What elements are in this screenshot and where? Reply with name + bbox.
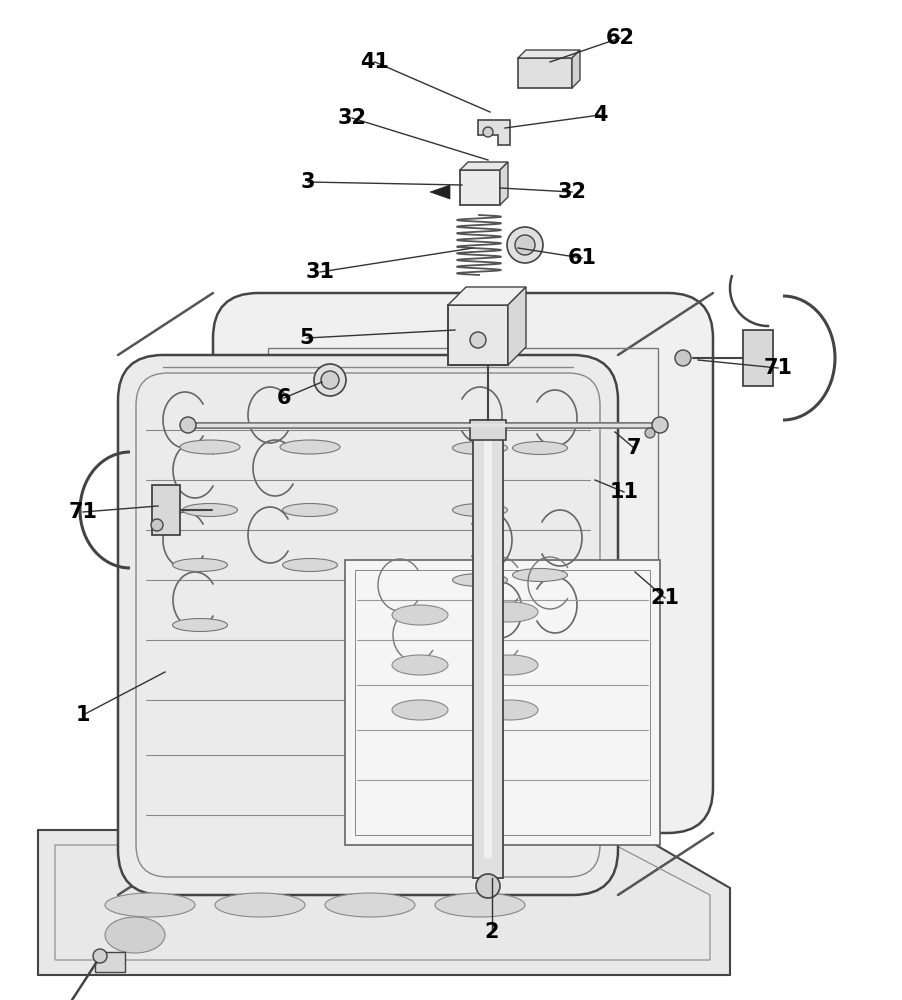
Text: 4: 4 — [592, 105, 606, 125]
Ellipse shape — [391, 655, 447, 675]
Text: 41: 41 — [360, 52, 389, 72]
Polygon shape — [459, 170, 500, 205]
Polygon shape — [508, 287, 526, 365]
Ellipse shape — [644, 428, 654, 438]
Text: 62: 62 — [605, 28, 634, 48]
Text: 31: 31 — [305, 262, 334, 282]
Polygon shape — [447, 305, 508, 365]
Polygon shape — [518, 58, 571, 88]
Ellipse shape — [482, 602, 538, 622]
Polygon shape — [518, 50, 579, 58]
FancyBboxPatch shape — [213, 293, 713, 833]
Ellipse shape — [651, 417, 667, 433]
Polygon shape — [152, 485, 179, 535]
Ellipse shape — [93, 949, 106, 963]
Ellipse shape — [435, 893, 524, 917]
Ellipse shape — [391, 700, 447, 720]
Text: 7: 7 — [626, 438, 640, 458]
Ellipse shape — [105, 917, 165, 953]
Text: 6: 6 — [276, 388, 291, 408]
Polygon shape — [459, 162, 508, 170]
Polygon shape — [477, 120, 510, 145]
Ellipse shape — [483, 127, 492, 137]
Ellipse shape — [475, 874, 500, 898]
Ellipse shape — [675, 350, 690, 366]
Polygon shape — [95, 952, 124, 972]
Ellipse shape — [172, 558, 227, 572]
Ellipse shape — [282, 558, 337, 572]
FancyBboxPatch shape — [118, 355, 617, 895]
Text: 61: 61 — [566, 248, 596, 268]
Text: 5: 5 — [299, 328, 314, 348]
Text: 21: 21 — [649, 588, 678, 608]
Polygon shape — [742, 330, 772, 386]
Text: 71: 71 — [69, 502, 97, 522]
Text: 1: 1 — [76, 705, 90, 725]
Ellipse shape — [320, 371, 338, 389]
Ellipse shape — [452, 574, 507, 586]
Ellipse shape — [325, 893, 415, 917]
Text: 32: 32 — [557, 182, 586, 202]
Ellipse shape — [452, 442, 507, 454]
Ellipse shape — [506, 227, 542, 263]
Ellipse shape — [482, 700, 538, 720]
Ellipse shape — [105, 893, 195, 917]
Text: 32: 32 — [337, 108, 366, 128]
Polygon shape — [345, 560, 659, 845]
Text: 2: 2 — [484, 922, 499, 942]
Ellipse shape — [512, 568, 566, 582]
Polygon shape — [38, 830, 729, 975]
Ellipse shape — [215, 893, 305, 917]
Ellipse shape — [514, 235, 534, 255]
Ellipse shape — [151, 519, 163, 531]
Polygon shape — [469, 420, 505, 440]
Ellipse shape — [280, 440, 340, 454]
Ellipse shape — [314, 364, 345, 396]
Polygon shape — [500, 162, 508, 205]
Ellipse shape — [172, 618, 227, 632]
Text: 11: 11 — [609, 482, 638, 502]
Ellipse shape — [179, 417, 196, 433]
Text: 3: 3 — [300, 172, 315, 192]
Ellipse shape — [469, 332, 485, 348]
Polygon shape — [571, 50, 579, 88]
Ellipse shape — [179, 440, 240, 454]
Ellipse shape — [512, 442, 566, 454]
Polygon shape — [483, 440, 492, 858]
Ellipse shape — [182, 504, 237, 516]
Polygon shape — [447, 287, 526, 305]
Text: 71: 71 — [763, 358, 792, 378]
Ellipse shape — [391, 605, 447, 625]
Ellipse shape — [452, 504, 507, 516]
Ellipse shape — [282, 504, 337, 516]
Ellipse shape — [482, 655, 538, 675]
Polygon shape — [429, 185, 449, 199]
Polygon shape — [473, 420, 502, 878]
